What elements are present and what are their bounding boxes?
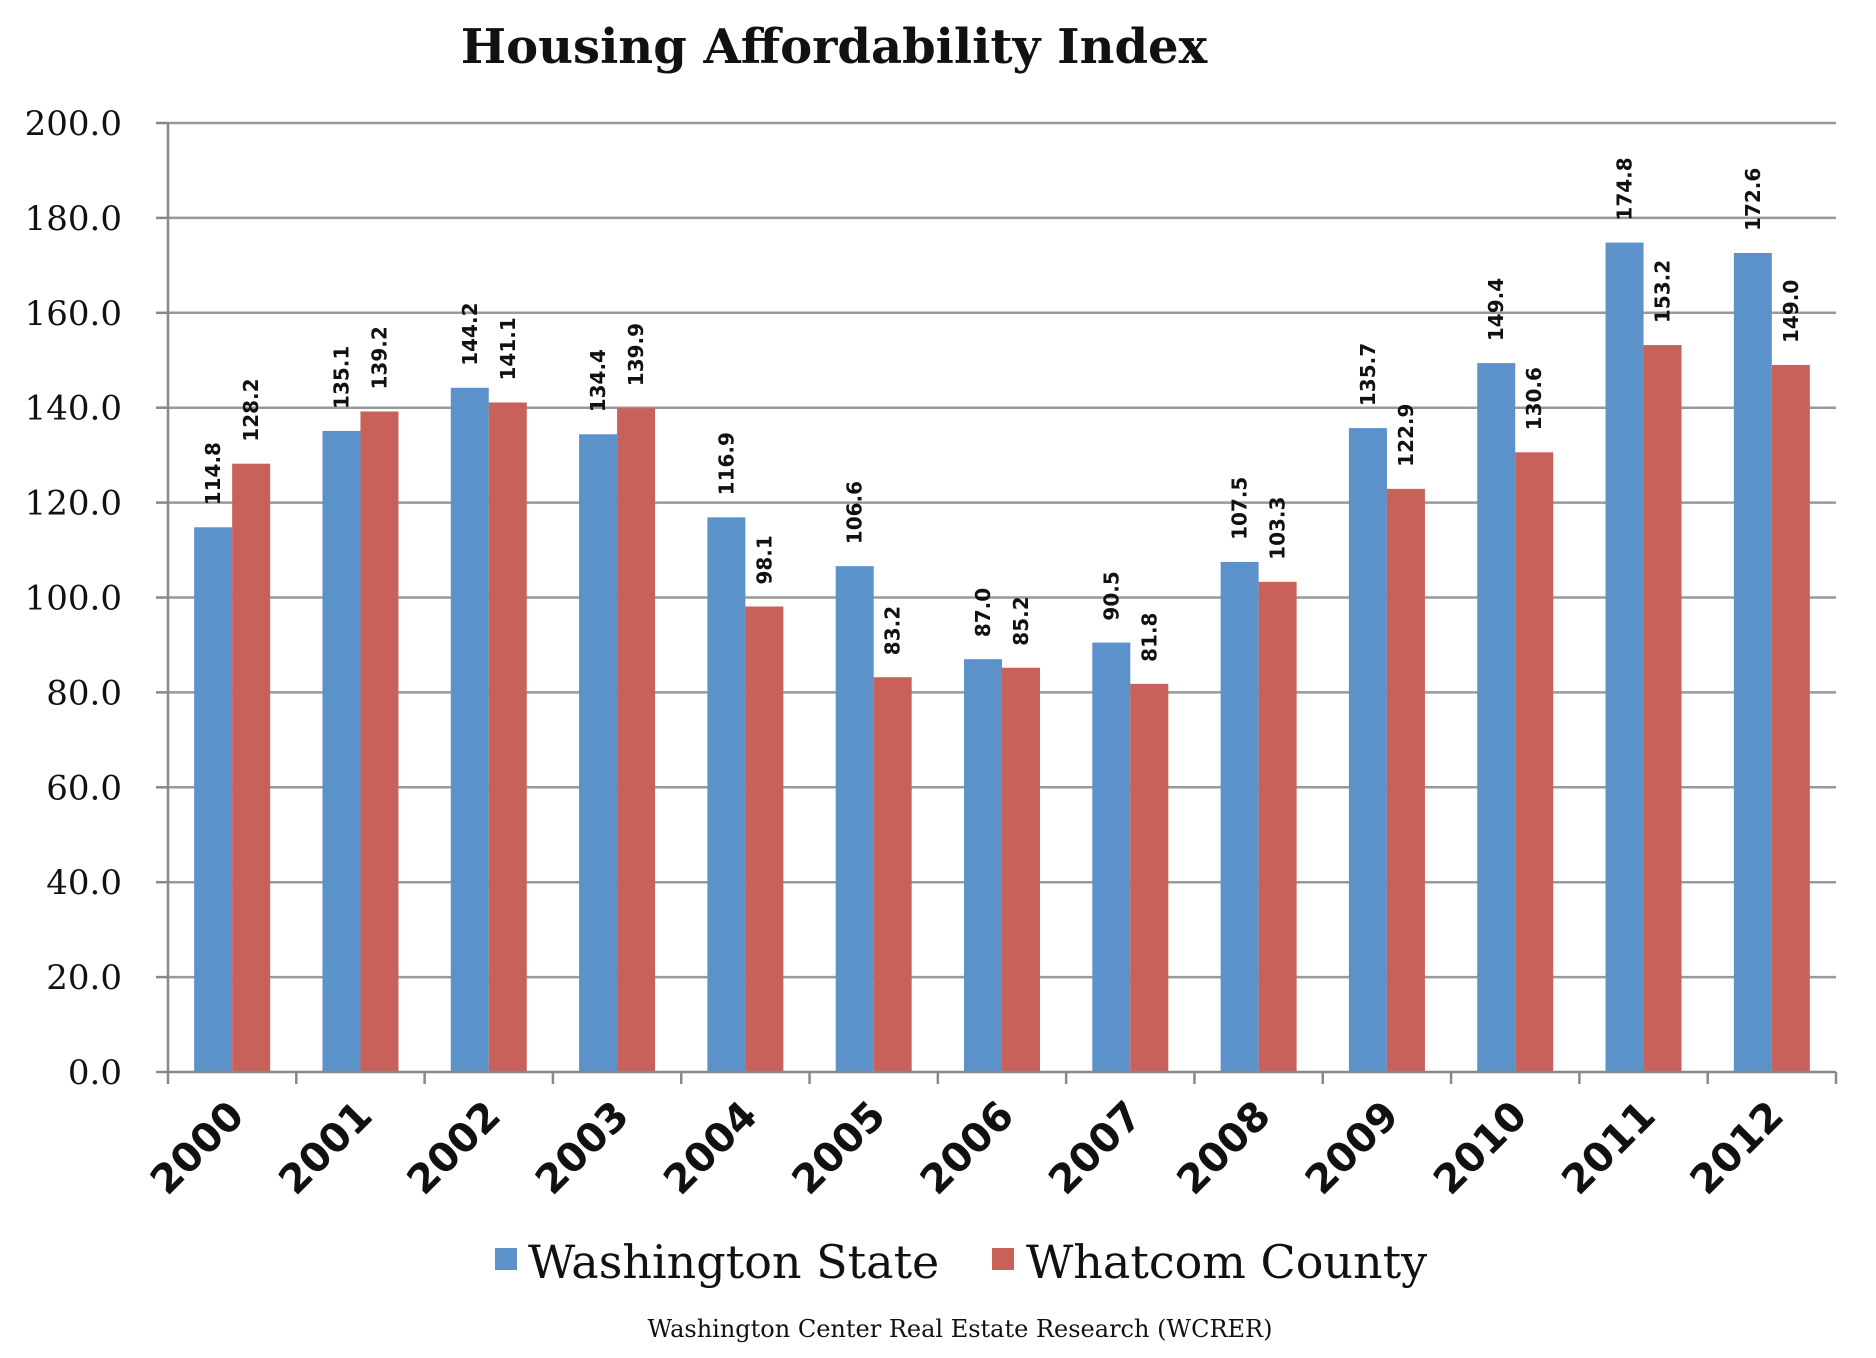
- y-tick-label: 0.0: [68, 1053, 122, 1093]
- x-tick-label-2000: 2000: [142, 1093, 253, 1204]
- bar-whatcom-county-2009: [1386, 488, 1425, 1073]
- y-tick-label: 200.0: [25, 104, 122, 144]
- bars: [194, 242, 1810, 1073]
- bar-whatcom-county-2010: [1515, 452, 1554, 1073]
- legend-label-washington-state: Washington State: [528, 1235, 939, 1289]
- x-tick-label-2003: 2003: [527, 1093, 638, 1204]
- bar-whatcom-county-2003: [617, 408, 656, 1072]
- y-tick-label: 120.0: [25, 484, 122, 524]
- data-label-washington-state-2009: 135.7: [1356, 343, 1380, 406]
- axes: [166, 123, 1838, 1084]
- bar-whatcom-county-2011: [1643, 345, 1682, 1072]
- data-label-washington-state-2000: 114.8: [201, 442, 225, 505]
- data-label-whatcom-county-2012: 149.0: [1779, 280, 1803, 343]
- x-tick-label-2008: 2008: [1168, 1093, 1279, 1204]
- data-label-washington-state-2007: 90.5: [1099, 571, 1123, 620]
- bar-whatcom-county-2006: [1002, 667, 1040, 1072]
- x-tick-label-2007: 2007: [1040, 1093, 1151, 1204]
- bar-whatcom-county-2012: [1771, 364, 1810, 1072]
- bar-washington-state-2002: [450, 387, 489, 1072]
- bar-washington-state-2010: [1477, 363, 1516, 1072]
- data-label-washington-state-2004: 116.9: [714, 432, 738, 495]
- y-axis-tick-labels: 0.0 20.0 40.0 60.0 80.0 100.0 120.0 140.0 160.0 1…: [25, 104, 122, 1093]
- legend-label-whatcom-county: Whatcom County: [1026, 1235, 1427, 1289]
- bar-whatcom-county-2004: [745, 606, 784, 1072]
- data-label-whatcom-county-2010: 130.6: [1522, 367, 1546, 430]
- data-label-whatcom-county-2003: 139.9: [624, 323, 648, 386]
- x-tick-label-2012: 2012: [1682, 1093, 1793, 1204]
- y-tick-label: 140.0: [25, 389, 122, 429]
- data-label-washington-state-2001: 135.1: [329, 346, 353, 409]
- bar-whatcom-county-2001: [360, 411, 399, 1073]
- data-label-washington-state-2003: 134.4: [586, 349, 610, 412]
- data-label-whatcom-county-2001: 139.2: [367, 326, 391, 389]
- y-tick-label: 180.0: [25, 199, 122, 239]
- x-tick-label-2002: 2002: [399, 1093, 510, 1204]
- data-label-washington-state-2006: 87.0: [971, 588, 995, 637]
- data-label-washington-state-2010: 149.4: [1484, 278, 1508, 341]
- data-label-whatcom-county-2011: 153.2: [1651, 260, 1675, 323]
- y-tick-label: 160.0: [25, 294, 122, 334]
- y-tick-label: 40.0: [46, 863, 122, 903]
- bar-washington-state-2006: [964, 659, 1002, 1072]
- y-tick-label: 60.0: [46, 768, 122, 808]
- bar-washington-state-2000: [194, 527, 233, 1072]
- data-label-whatcom-county-2006: 85.2: [1009, 596, 1033, 645]
- y-tick-label: 20.0: [46, 958, 122, 998]
- y-tick-label: 80.0: [46, 673, 122, 713]
- x-tick-label-2009: 2009: [1297, 1093, 1408, 1204]
- data-label-whatcom-county-2004: 98.1: [752, 535, 776, 584]
- data-label-whatcom-county-2002: 141.1: [496, 317, 520, 380]
- x-tick-label-2004: 2004: [655, 1093, 766, 1204]
- data-label-whatcom-county-2005: 83.2: [881, 606, 905, 655]
- bar-washington-state-2001: [322, 430, 361, 1072]
- bar-washington-state-2004: [707, 517, 746, 1072]
- data-label-washington-state-2002: 144.2: [458, 303, 482, 366]
- bar-washington-state-2007: [1092, 642, 1131, 1072]
- bar-washington-state-2008: [1220, 561, 1259, 1072]
- bar-washington-state-2005: [835, 566, 874, 1072]
- chart-title: Housing Affordability Index: [461, 19, 1208, 75]
- data-label-whatcom-county-2009: 122.9: [1394, 404, 1418, 467]
- x-tick-label-2010: 2010: [1425, 1093, 1536, 1204]
- legend: Washington State Whatcom County: [495, 1235, 1427, 1289]
- x-tick-label-2011: 2011: [1553, 1093, 1664, 1204]
- bar-whatcom-county-2008: [1258, 581, 1297, 1072]
- data-label-whatcom-county-2008: 103.3: [1266, 497, 1290, 560]
- bar-whatcom-county-2002: [488, 402, 527, 1073]
- data-label-whatcom-county-2007: 81.8: [1137, 612, 1161, 661]
- data-label-whatcom-county-2000: 128.2: [239, 378, 263, 441]
- x-tick-label-2001: 2001: [270, 1093, 381, 1204]
- bar-whatcom-county-2000: [232, 463, 271, 1072]
- data-label-washington-state-2005: 106.6: [843, 481, 867, 544]
- source-note: Washington Center Real Estate Research (…: [648, 1315, 1273, 1343]
- data-label-washington-state-2011: 174.8: [1613, 157, 1637, 220]
- bar-washington-state-2003: [579, 434, 618, 1073]
- bar-washington-state-2009: [1348, 428, 1387, 1072]
- bar-whatcom-county-2007: [1130, 683, 1169, 1072]
- y-tick-label: 100.0: [25, 579, 122, 619]
- bar-washington-state-2011: [1605, 242, 1644, 1073]
- x-axis-tick-labels: 2000 2001 2002 2003 2004 2005 2006 2007 2008 2009…: [142, 1093, 1793, 1204]
- data-label-washington-state-2012: 172.6: [1741, 168, 1765, 231]
- data-labels: 114.8 135.1 144.2 134.4 116.9 106.6 87.0 90.5 10…: [201, 157, 1803, 662]
- x-tick-label-2005: 2005: [784, 1093, 895, 1204]
- bar-whatcom-county-2005: [873, 677, 912, 1072]
- legend-swatch-whatcom-county: [992, 1248, 1014, 1270]
- x-tick-label-2006: 2006: [912, 1093, 1023, 1204]
- legend-swatch-washington-state: [495, 1248, 517, 1270]
- data-label-washington-state-2008: 107.5: [1228, 477, 1252, 540]
- bar-washington-state-2012: [1733, 253, 1772, 1072]
